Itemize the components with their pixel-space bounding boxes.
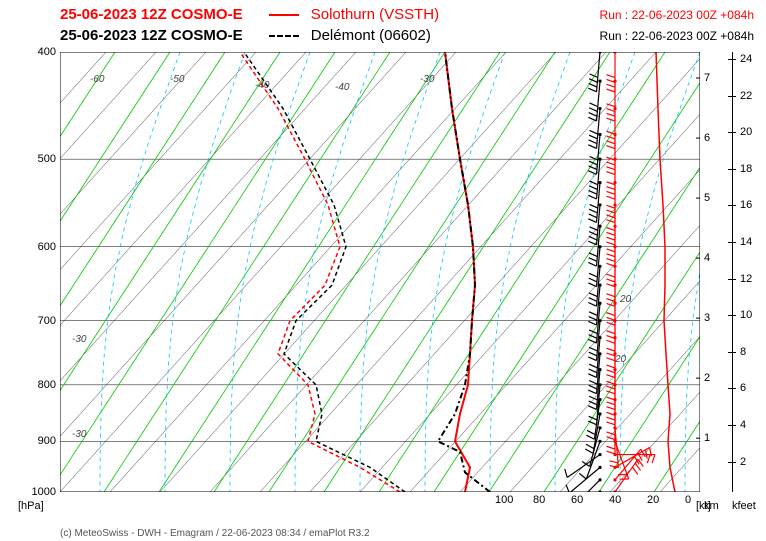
kt-tick: 0: [685, 494, 691, 506]
legend-solid-icon: [269, 14, 299, 16]
model-text-2: 25-06-2023 12Z COSMO-E: [60, 27, 243, 44]
kfeet-tick: 10: [740, 309, 752, 321]
chart-header: 25-06-2023 12Z COSMO-E Solothurn (VSSTH)…: [0, 0, 766, 44]
kfeet-tick: 16: [740, 199, 752, 211]
kt-tick: 80: [533, 494, 545, 506]
kt-tick: 60: [571, 494, 583, 506]
pressure-unit: [hPa]: [18, 500, 44, 512]
kfeet-tick: 20: [740, 126, 752, 138]
pressure-tick: 1000: [16, 486, 56, 498]
km-tick: 1: [704, 432, 710, 444]
chart-svg: -60-50-40-30-30-302020-40: [60, 52, 700, 492]
kfeet-tick: 18: [740, 163, 752, 175]
km-unit: km: [704, 500, 719, 512]
station-text-2: Delémont (06602): [269, 27, 431, 44]
emagram-chart: -60-50-40-30-30-302020-40 40050060070080…: [60, 52, 700, 492]
svg-text:20: 20: [614, 354, 627, 365]
pressure-tick: 600: [16, 241, 56, 253]
kt-tick: 100: [495, 494, 513, 506]
svg-text:20: 20: [619, 294, 632, 305]
km-tick: 7: [704, 72, 710, 84]
kfeet-tick: 22: [740, 90, 752, 102]
svg-text:-30: -30: [72, 334, 87, 345]
km-tick: 2: [704, 372, 710, 384]
kfeet-tick: 4: [740, 419, 746, 431]
kt-tick: 20: [647, 494, 659, 506]
svg-text:-40: -40: [335, 82, 350, 93]
kfeet-tick: 24: [740, 53, 752, 65]
kfeet-unit: kfeet: [732, 500, 756, 512]
header-line-2: 25-06-2023 12Z COSMO-E Delémont (06602) …: [60, 27, 766, 44]
run-text-2: Run : 22-06-2023 00Z +084h: [600, 29, 754, 43]
pressure-tick: 700: [16, 315, 56, 327]
pressure-tick: 900: [16, 435, 56, 447]
kt-tick: 40: [609, 494, 621, 506]
svg-text:-50: -50: [170, 74, 185, 85]
pressure-tick: 500: [16, 153, 56, 165]
pressure-tick: 800: [16, 379, 56, 391]
model-text-1: 25-06-2023 12Z COSMO-E: [60, 6, 243, 23]
kfeet-tick: 6: [740, 382, 746, 394]
km-tick: 6: [704, 132, 710, 144]
svg-text:-60: -60: [90, 74, 105, 85]
kfeet-tick: 12: [740, 273, 752, 285]
footer-credits: (c) MeteoSwiss - DWH - Emagram / 22-06-2…: [60, 528, 370, 539]
km-tick: 4: [704, 252, 710, 264]
km-tick: 5: [704, 192, 710, 204]
svg-text:-30: -30: [420, 74, 435, 85]
pressure-tick: 400: [16, 46, 56, 58]
run-text-1: Run : 22-06-2023 00Z +084h: [600, 8, 754, 22]
svg-text:-30: -30: [72, 429, 87, 440]
km-tick: 3: [704, 312, 710, 324]
kfeet-tick: 2: [740, 456, 746, 468]
kfeet-tick: 14: [740, 236, 752, 248]
station-text-1: Solothurn (VSSTH): [269, 6, 440, 23]
header-line-1: 25-06-2023 12Z COSMO-E Solothurn (VSSTH)…: [60, 6, 766, 23]
legend-dash-icon: [269, 35, 299, 37]
kfeet-tick: 8: [740, 346, 746, 358]
